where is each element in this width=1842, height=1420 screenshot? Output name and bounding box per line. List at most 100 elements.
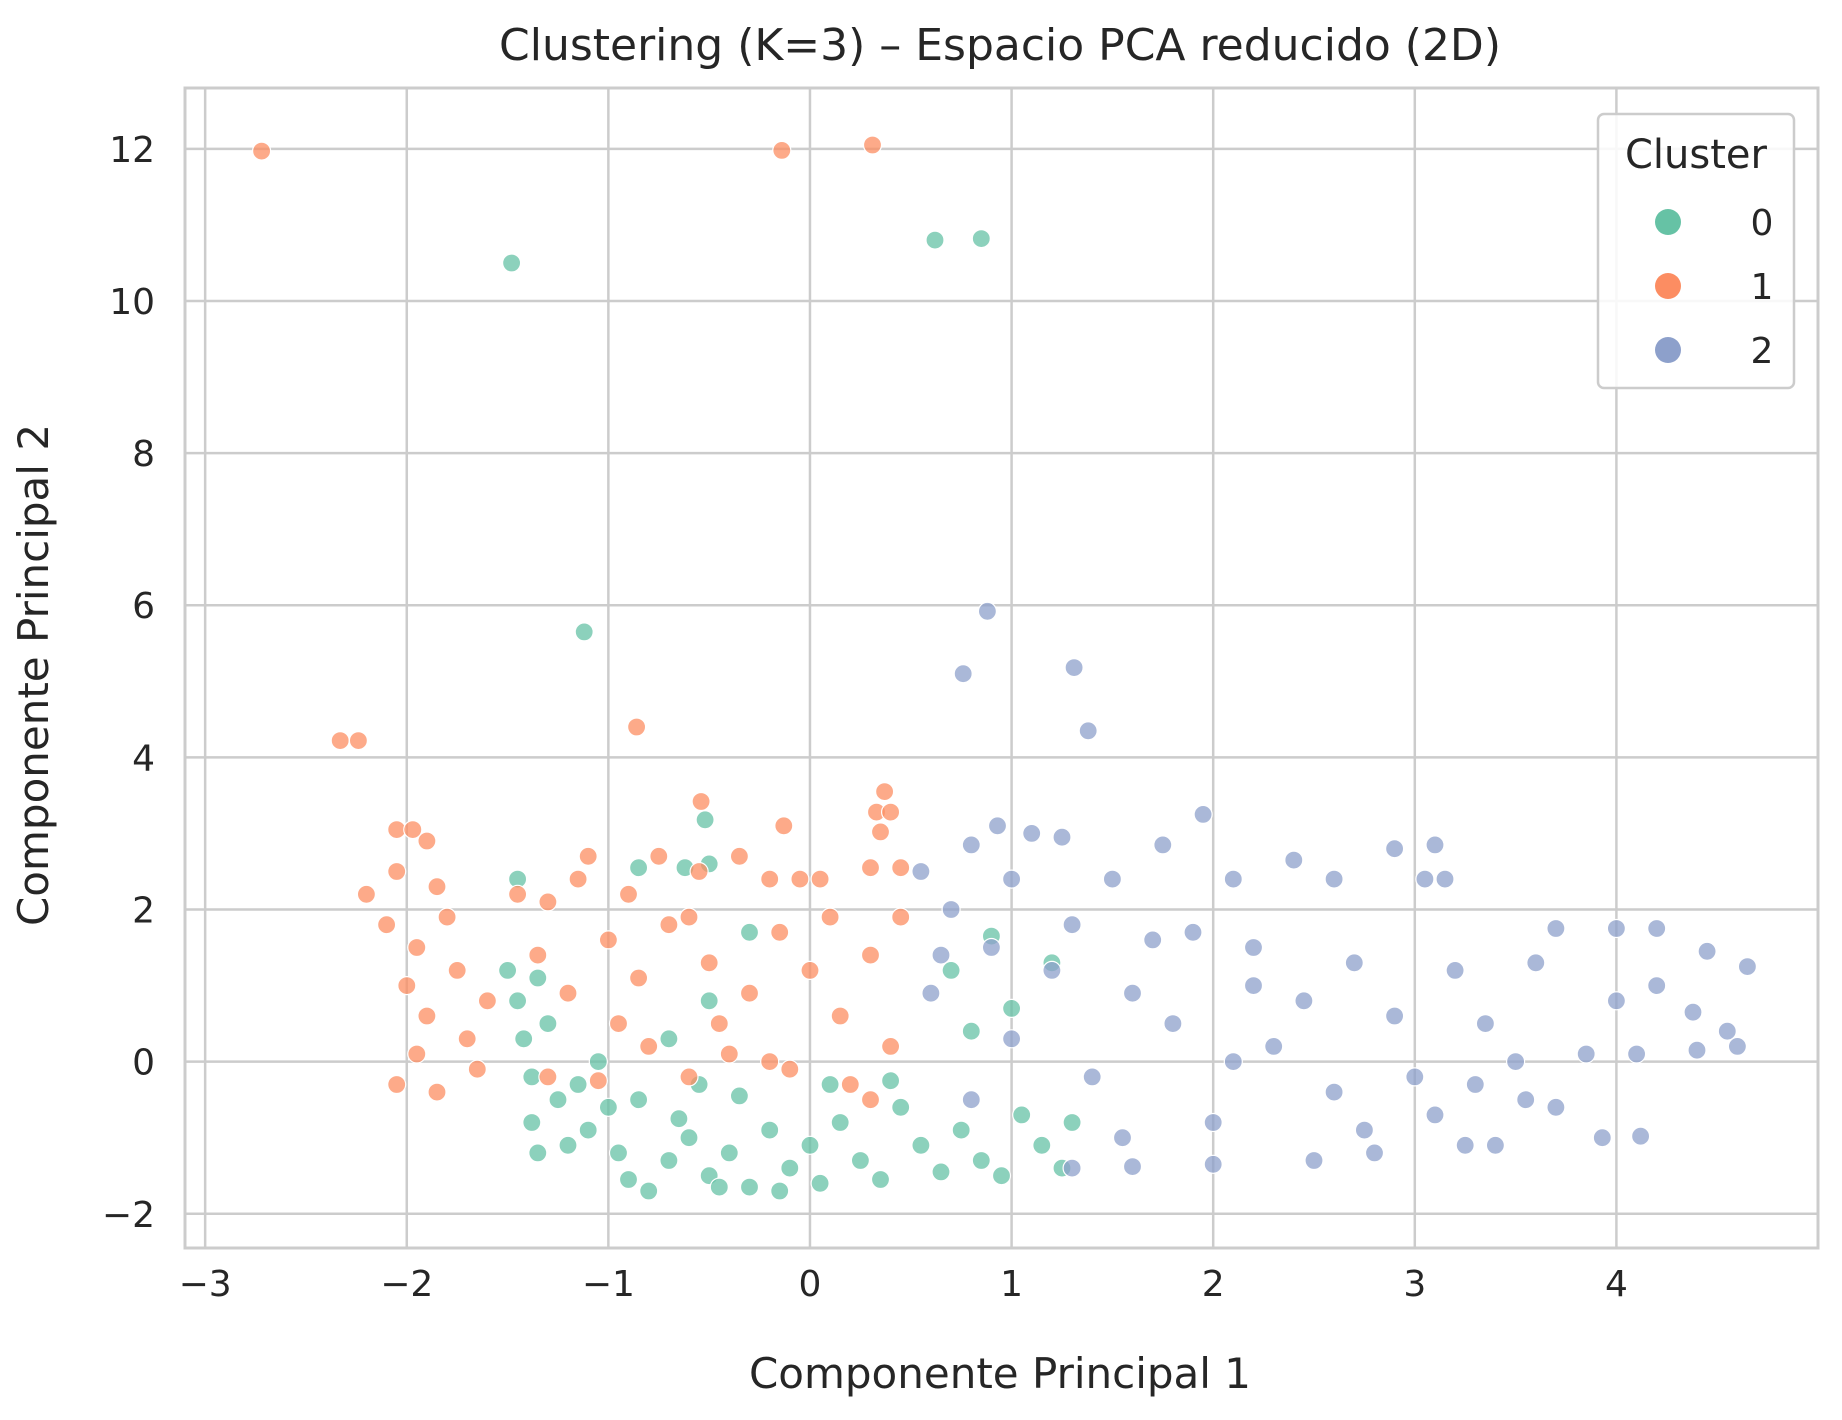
data-point (1193, 804, 1213, 825)
data-point (1475, 1013, 1496, 1034)
data-point (626, 717, 647, 737)
data-point (522, 1112, 542, 1133)
data-point (1505, 1051, 1526, 1072)
data-point (1022, 823, 1042, 844)
data-point (1485, 1135, 1506, 1155)
data-point (417, 831, 437, 851)
data-point (961, 835, 981, 855)
data-point (1717, 1021, 1737, 1041)
data-point (961, 1090, 981, 1110)
data-point (417, 1006, 437, 1026)
data-point (981, 937, 1002, 958)
x-tick-label: −3 (179, 1264, 232, 1305)
data-point (608, 1143, 629, 1163)
data-point (588, 1051, 608, 1072)
x-tick-label: 2 (1202, 1264, 1225, 1305)
data-point (689, 861, 709, 882)
data-point (931, 1162, 951, 1182)
data-point (1425, 835, 1445, 855)
data-point (1001, 869, 1022, 889)
data-point (498, 960, 518, 981)
data-point (891, 1097, 911, 1117)
data-point (739, 1177, 760, 1197)
data-point (1687, 1040, 1707, 1060)
data-point (1606, 918, 1627, 939)
data-point (1062, 1112, 1082, 1133)
data-point (971, 229, 991, 249)
data-point (330, 730, 350, 751)
data-point (699, 991, 719, 1011)
data-point (911, 1135, 931, 1155)
data-point (860, 945, 881, 965)
data-point (1203, 1154, 1223, 1174)
legend: Cluster 0 1 2 (1596, 112, 1796, 390)
data-point (880, 802, 901, 822)
data-point (669, 1109, 689, 1129)
data-point (598, 930, 619, 950)
data-point (780, 1158, 800, 1178)
data-point (770, 922, 790, 942)
data-point (719, 1143, 739, 1163)
scatter-points (252, 135, 1758, 1201)
data-point (1384, 839, 1405, 859)
data-point (874, 781, 895, 802)
data-point (507, 991, 528, 1011)
data-point (578, 1120, 598, 1140)
data-point (574, 622, 594, 642)
legend-label: 2 (1751, 331, 1774, 372)
data-point (598, 1097, 619, 1117)
legend-marker (1655, 273, 1681, 299)
data-point (925, 230, 945, 250)
y-tick-label: 0 (132, 1043, 155, 1084)
data-point (830, 1006, 850, 1026)
data-point (628, 1090, 649, 1110)
data-point (1012, 1105, 1032, 1125)
data-point (1364, 1143, 1385, 1163)
data-point (568, 1074, 588, 1095)
data-point (1001, 998, 1022, 1019)
legend-title: Cluster (1625, 132, 1768, 178)
data-point (870, 1169, 891, 1190)
legend-label: 0 (1751, 203, 1774, 244)
series-0 (498, 229, 1082, 1201)
data-point (760, 1051, 780, 1072)
data-point (961, 1021, 981, 1041)
data-point (850, 1150, 871, 1171)
data-point (1052, 827, 1072, 847)
y-tick-label: 4 (132, 738, 155, 779)
data-point (538, 1013, 558, 1034)
data-point (1223, 869, 1243, 889)
data-point (880, 1071, 901, 1091)
data-point (1384, 1006, 1405, 1026)
x-tick-label: 4 (1605, 1264, 1628, 1305)
data-point (1294, 991, 1314, 1011)
data-point (941, 960, 961, 981)
data-point (1344, 953, 1364, 973)
data-point (1032, 1135, 1052, 1155)
data-point (891, 858, 911, 878)
data-point (403, 819, 423, 840)
data-point (977, 601, 998, 621)
data-point (558, 1135, 578, 1155)
data-point (437, 907, 457, 927)
data-point (1243, 975, 1264, 996)
data-point (477, 991, 497, 1011)
y-tick-label: 6 (132, 586, 155, 627)
x-axis-ticks: −3 −2 −1 0 1 2 3 4 (179, 1264, 1628, 1305)
data-point (1082, 1067, 1102, 1087)
data-point (467, 1059, 487, 1079)
data-point (639, 1036, 659, 1057)
data-point (447, 960, 467, 981)
data-point (514, 1029, 534, 1049)
data-point (649, 846, 669, 866)
data-point (608, 1013, 629, 1034)
data-point (1630, 1126, 1651, 1146)
y-tick-label: 10 (109, 282, 155, 323)
data-point (1546, 1097, 1566, 1117)
x-tick-label: 1 (1000, 1264, 1023, 1305)
data-point (800, 1135, 820, 1155)
data-point (820, 907, 840, 927)
data-point (921, 983, 941, 1003)
data-point (387, 819, 407, 840)
